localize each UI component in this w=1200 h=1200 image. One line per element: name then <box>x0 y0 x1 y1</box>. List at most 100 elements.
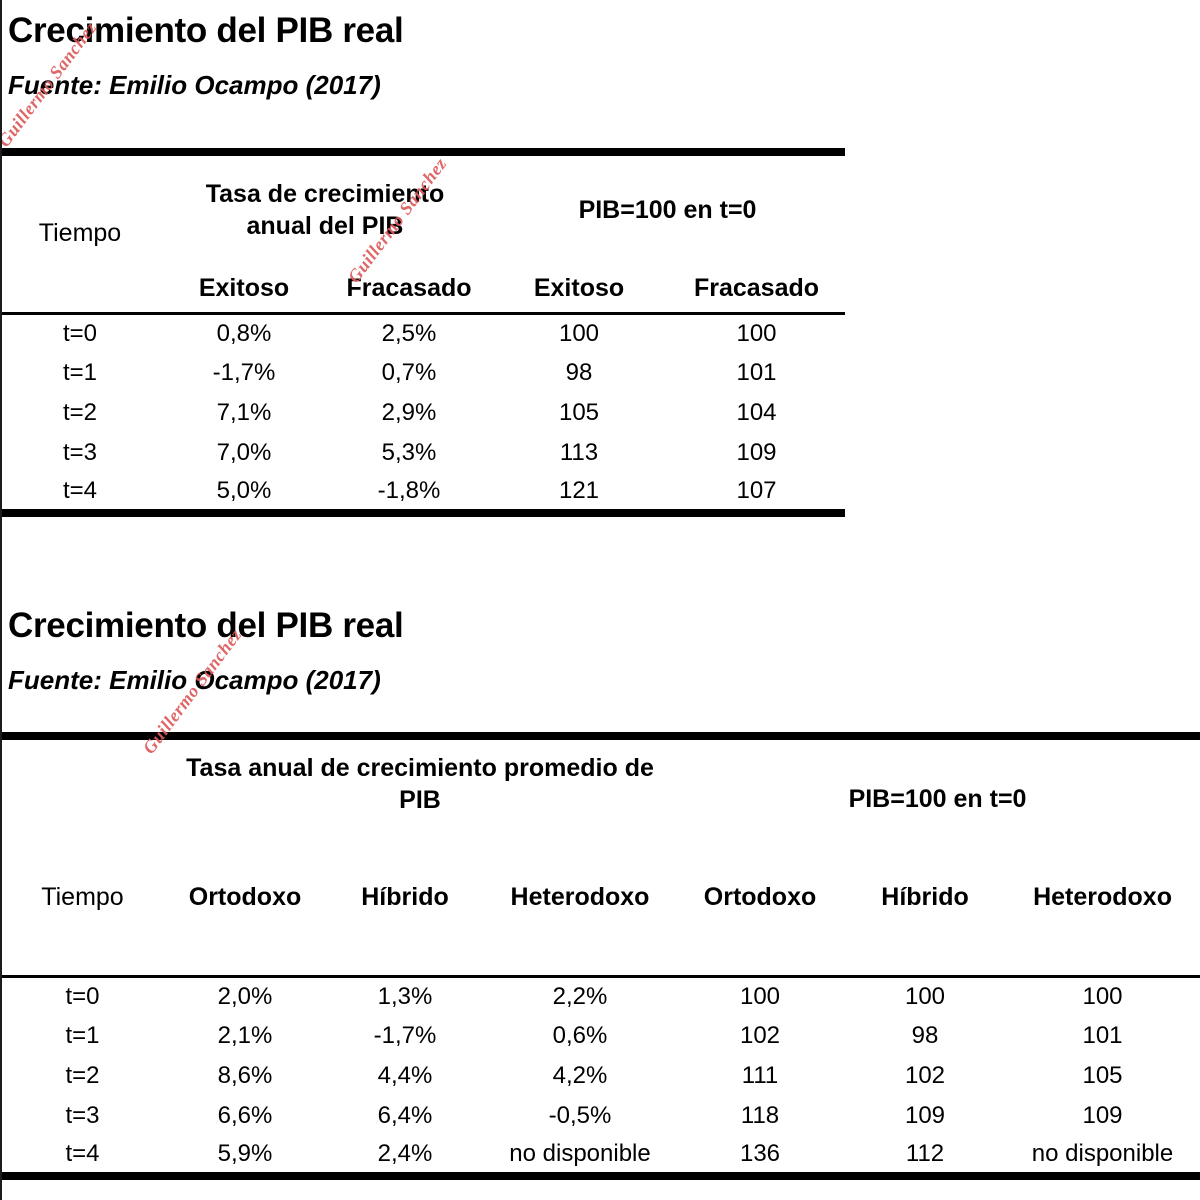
table-row: t=2 8,6% 4,4% 4,2% 111 102 105 <box>0 1056 1200 1096</box>
group-header-growth-rate: Tasa anual de crecimiento promedio de PI… <box>165 736 675 841</box>
group-header-row: Tiempo Tasa de crecimiento anual del PIB… <box>0 152 845 315</box>
cell: 109 <box>904 1102 946 1129</box>
subheader-row: Tiempo Ortodoxo Híbrido Heterodoxo Ortod… <box>0 841 1200 978</box>
time-column-header: Tiempo <box>0 152 160 315</box>
column-header: Fracasado <box>328 264 490 315</box>
cell: 102 <box>739 1022 781 1049</box>
table-row: t=0 2,0% 1,3% 2,2% 100 100 100 <box>0 976 1200 1016</box>
cell: 100 <box>736 319 777 347</box>
section1-title: Crecimiento del PIB real <box>8 11 404 50</box>
cell: t=4 <box>62 477 98 504</box>
cell: 6,6% <box>217 1102 273 1129</box>
cell: 2,1% <box>217 1022 273 1049</box>
column-header: Fracasado <box>668 264 846 315</box>
cell: -0,5% <box>548 1102 612 1129</box>
column-header: Híbrido <box>845 841 1006 978</box>
cell: 4,4% <box>377 1062 433 1089</box>
cell: 7,0% <box>216 439 272 466</box>
table-row: t=1 -1,7% 0,7% 98 101 <box>0 353 845 393</box>
column-header: Exitoso <box>160 264 328 315</box>
group-header-pib-index: PIB=100 en t=0 <box>578 195 757 224</box>
cell: -1,7% <box>373 1022 437 1049</box>
cell: t=3 <box>65 1102 100 1129</box>
column-header: Híbrido <box>325 841 485 978</box>
cell: 0,7% <box>381 359 437 386</box>
column-header: Heterodoxo <box>485 841 676 978</box>
cell: 109 <box>736 439 777 466</box>
table-row: t=1 2,1% -1,7% 0,6% 102 98 101 <box>0 1016 1200 1056</box>
cell: 105 <box>1082 1062 1123 1089</box>
cell: 4,2% <box>552 1062 608 1089</box>
table-row: t=3 6,6% 6,4% -0,5% 118 109 109 <box>0 1096 1200 1136</box>
cell: 105 <box>558 399 600 426</box>
time-column-header: Tiempo <box>0 841 165 978</box>
cell: 102 <box>904 1062 946 1089</box>
cell: 98 <box>565 359 593 386</box>
empty-corner-cell <box>0 736 165 841</box>
cell: t=0 <box>62 319 98 347</box>
group-header-pib-index: PIB=100 en t=0 <box>848 785 1027 813</box>
table-row: t=4 5,0% -1,8% 121 107 <box>0 473 845 513</box>
column-header: Exitoso <box>490 264 668 315</box>
cell: 2,9% <box>381 399 437 426</box>
cell: 2,2% <box>552 982 608 1010</box>
cell: 5,9% <box>217 1140 273 1167</box>
cell: 107 <box>736 477 777 504</box>
cell: 113 <box>559 439 599 466</box>
cell: 101 <box>1082 1022 1123 1049</box>
cell: t=2 <box>62 399 98 426</box>
cell: no disponible <box>509 1140 651 1167</box>
column-header: Heterodoxo <box>1005 841 1200 978</box>
group-header-line2: PIB <box>399 786 441 814</box>
column-header: Ortodoxo <box>675 841 846 978</box>
section1-source: Fuente: Emilio Ocampo (2017) <box>8 70 381 100</box>
cell: t=3 <box>62 439 98 466</box>
subheader-row: Exitoso Fracasado Exitoso Fracasado <box>0 264 846 315</box>
cell: -1,8% <box>377 477 441 504</box>
cell: 112 <box>905 1140 945 1167</box>
cell: 101 <box>736 359 777 386</box>
table-row: t=2 7,1% 2,9% 105 104 <box>0 393 845 433</box>
cell: 7,1% <box>216 399 272 426</box>
cell: 2,4% <box>377 1140 433 1167</box>
cell: 100 <box>904 982 946 1010</box>
cell: 6,4% <box>377 1102 433 1129</box>
cell: t=2 <box>65 1062 100 1089</box>
group-header-line1: Tasa de crecimiento <box>205 180 445 208</box>
page-left-border <box>0 0 2 1200</box>
cell: 121 <box>558 477 600 504</box>
cell: 111 <box>741 1062 779 1089</box>
cell: 100 <box>558 319 600 347</box>
cell: 0,6% <box>552 1022 608 1049</box>
gdp-growth-table-ortodoxo-hibrido-heterodoxo: Tasa anual de crecimiento promedio de PI… <box>0 732 1200 1180</box>
group-header-growth-rate: Tasa de crecimiento anual del PIB <box>160 152 490 264</box>
cell: 100 <box>1082 982 1123 1010</box>
cell: 2,5% <box>381 319 437 347</box>
cell: t=0 <box>65 982 100 1010</box>
table-row: t=3 7,0% 5,3% 113 109 <box>0 433 845 473</box>
cell: 2,0% <box>217 982 273 1010</box>
section2-title: Crecimiento del PIB real <box>8 606 404 645</box>
cell: 98 <box>911 1022 939 1049</box>
gdp-growth-table-exitoso-fracasado: Tiempo Tasa de crecimiento anual del PIB… <box>0 148 846 517</box>
cell: t=4 <box>65 1140 100 1167</box>
cell: 1,3% <box>377 982 433 1010</box>
group-header-line2: anual del PIB <box>246 212 404 240</box>
group-header-line1: Tasa anual de crecimiento promedio de <box>186 754 654 782</box>
cell: 100 <box>739 982 781 1010</box>
cell: no disponible <box>1031 1140 1174 1167</box>
table-row: t=0 0,8% 2,5% 100 100 <box>0 313 845 353</box>
column-header: Ortodoxo <box>165 841 325 978</box>
cell: -1,7% <box>212 359 276 386</box>
table-row: t=4 5,9% 2,4% no disponible 136 112 no d… <box>0 1136 1200 1176</box>
cell: 104 <box>736 399 777 426</box>
cell: 5,3% <box>381 439 437 466</box>
group-header-row: Tasa anual de crecimiento promedio de PI… <box>0 736 1200 841</box>
section2-source: Fuente: Emilio Ocampo (2017) <box>8 665 381 695</box>
cell: 136 <box>739 1140 781 1167</box>
cell: t=1 <box>62 359 98 386</box>
cell: 8,6% <box>217 1062 273 1089</box>
cell: 109 <box>1082 1102 1123 1129</box>
cell: t=1 <box>65 1022 100 1049</box>
